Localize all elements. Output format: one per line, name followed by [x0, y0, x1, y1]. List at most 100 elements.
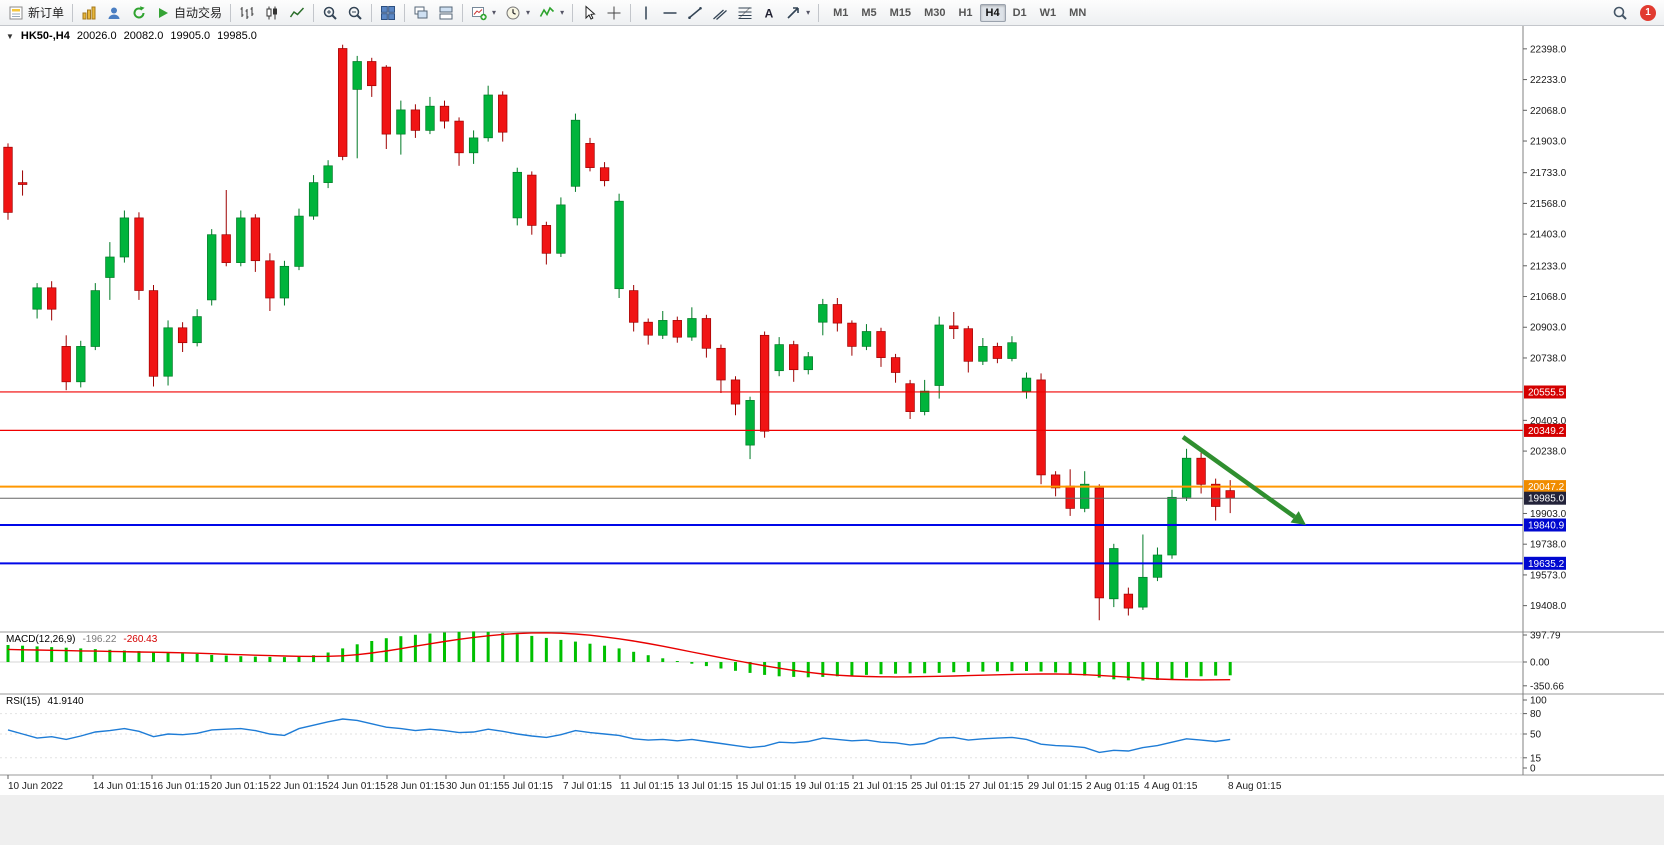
zoom-in-button[interactable] — [318, 2, 342, 24]
svg-text:20238.0: 20238.0 — [1530, 447, 1567, 458]
refresh-icon — [133, 5, 145, 18]
arrows-tool-button[interactable]: ▾ — [781, 2, 814, 24]
tile-horizontal-button[interactable] — [434, 2, 458, 24]
macd-panel: 397.79 0.00 -350.66 — [0, 631, 1564, 692]
timeframe-m15[interactable]: M15 — [889, 6, 912, 19]
svg-text:100: 100 — [1530, 696, 1547, 707]
toolbar-separator — [404, 3, 406, 22]
time-axis: 10 Jun 2022 14 Jun 01:15 16 Jun 01:15 20 Ju… — [7, 775, 1282, 792]
candlestick-chart-button[interactable] — [260, 2, 284, 24]
svg-text:19635.2: 19635.2 — [1528, 559, 1565, 570]
svg-text:19903.0: 19903.0 — [1530, 509, 1567, 520]
svg-text:19 Jul 01:15: 19 Jul 01:15 — [795, 781, 850, 792]
svg-text:397.79: 397.79 — [1530, 631, 1561, 642]
svg-text:13 Jul 01:15: 13 Jul 01:15 — [678, 781, 733, 792]
cursor-tool-button[interactable] — [577, 2, 601, 24]
cascade-windows-icon — [414, 6, 428, 18]
indicators-button[interactable]: ▾ — [535, 2, 568, 24]
svg-text:8 Aug 01:15: 8 Aug 01:15 — [1228, 781, 1282, 792]
navigator-profile-icon — [108, 7, 120, 19]
text-tool-button[interactable]: A — [758, 2, 780, 24]
auto-trading-label: 自动交易 — [174, 6, 223, 20]
clock-icon — [506, 6, 520, 19]
svg-text:19985.0: 19985.0 — [1528, 494, 1565, 505]
timeframe-m5[interactable]: M5 — [861, 6, 877, 19]
market-watch-button[interactable] — [77, 2, 101, 24]
chevron-down-icon: ▾ — [526, 8, 531, 17]
svg-text:19573.0: 19573.0 — [1530, 570, 1567, 581]
svg-text:19738.0: 19738.0 — [1530, 540, 1567, 551]
toolbar-separator — [630, 3, 632, 22]
bar-chart-button[interactable] — [235, 2, 259, 24]
new-chart-button[interactable]: ▾ — [467, 2, 500, 24]
trendline-icon — [688, 6, 702, 19]
chart-canvas[interactable]: 22398.0 22233.0 22068.0 21903.0 21733.0 21568… — [0, 26, 1664, 845]
timeframe-h1[interactable]: H1 — [958, 6, 973, 19]
vertical-line-tool-button[interactable] — [635, 2, 657, 24]
line-chart-button[interactable] — [285, 2, 309, 24]
horizontal-line-tool-button[interactable] — [658, 2, 682, 24]
svg-text:20738.0: 20738.0 — [1530, 354, 1567, 365]
search-button[interactable] — [1608, 2, 1632, 24]
svg-text:21903.0: 21903.0 — [1530, 137, 1567, 148]
indicators-icon — [539, 6, 555, 17]
new-order-button[interactable]: 新订单 — [4, 2, 68, 24]
main-toolbar: 新订单 自动交易 ▾ ▾ — [0, 0, 1664, 26]
auto-trading-button[interactable]: 自动交易 — [152, 2, 226, 24]
svg-text:22233.0: 22233.0 — [1530, 75, 1567, 86]
collapse-chart-icon[interactable]: ▼ — [6, 31, 14, 41]
timeframe-mn[interactable]: MN — [1069, 6, 1087, 19]
notification-badge[interactable]: 1 — [1640, 4, 1656, 21]
arrow-shape-icon — [787, 6, 799, 19]
toolbar-separator — [72, 3, 74, 22]
market-watch-icon — [82, 6, 96, 19]
svg-text:4 Aug 01:15: 4 Aug 01:15 — [1144, 781, 1198, 792]
toolbar-separator — [313, 3, 315, 22]
zoom-out-icon — [348, 6, 362, 20]
timeframe-m30[interactable]: M30 — [924, 6, 946, 19]
cascade-windows-button[interactable] — [409, 2, 433, 24]
trendline-tool-button[interactable] — [683, 2, 707, 24]
svg-text:29 Jul 01:15: 29 Jul 01:15 — [1028, 781, 1083, 792]
svg-text:22068.0: 22068.0 — [1530, 106, 1567, 117]
vertical-line-icon — [645, 6, 647, 19]
svg-text:-350.66: -350.66 — [1530, 681, 1564, 692]
svg-text:80: 80 — [1530, 709, 1542, 720]
text-tool-icon: A — [765, 6, 774, 20]
new-chart-icon — [472, 6, 487, 20]
horizontal-line-icon — [663, 11, 677, 14]
svg-text:7 Jul 01:15: 7 Jul 01:15 — [563, 781, 612, 792]
svg-text:19408.0: 19408.0 — [1530, 601, 1567, 612]
new-order-label: 新订单 — [28, 6, 65, 20]
play-icon — [159, 7, 169, 18]
channel-tool-button[interactable] — [708, 2, 732, 24]
crosshair-tool-button[interactable] — [602, 2, 626, 24]
toolbar-separator — [371, 3, 373, 22]
svg-text:30 Jun 01:15: 30 Jun 01:15 — [446, 781, 504, 792]
chart-background — [0, 26, 1664, 845]
bar-chart-icon — [240, 6, 254, 19]
channel-icon — [713, 9, 728, 20]
refresh-button[interactable] — [127, 2, 151, 24]
toolbar-separator — [818, 3, 820, 22]
tile-windows-button[interactable] — [376, 2, 400, 24]
svg-text:15: 15 — [1530, 753, 1542, 764]
timeframe-d1[interactable]: D1 — [1012, 6, 1027, 19]
timeframe-h4[interactable]: H4 — [979, 3, 1006, 22]
navigator-button[interactable] — [102, 2, 126, 24]
zoom-out-button[interactable] — [343, 2, 367, 24]
svg-text:21568.0: 21568.0 — [1530, 199, 1567, 210]
svg-text:0: 0 — [1530, 764, 1536, 775]
price-axis: 22398.0 22233.0 22068.0 21903.0 21733.0 21568… — [1522, 26, 1567, 775]
svg-text:21733.0: 21733.0 — [1530, 168, 1567, 179]
timeframe-m1[interactable]: M1 — [833, 6, 849, 19]
period-button[interactable]: ▾ — [501, 2, 534, 24]
svg-text:22 Jun 01:15: 22 Jun 01:15 — [270, 781, 328, 792]
fibonacci-tool-button[interactable] — [733, 2, 757, 24]
fibonacci-icon — [738, 6, 752, 19]
svg-text:21403.0: 21403.0 — [1530, 230, 1567, 241]
candlestick-chart-icon — [266, 6, 278, 19]
timeframe-w1[interactable]: W1 — [1039, 6, 1057, 19]
svg-text:20555.5: 20555.5 — [1528, 388, 1565, 399]
svg-text:5 Jul 01:15: 5 Jul 01:15 — [504, 781, 553, 792]
